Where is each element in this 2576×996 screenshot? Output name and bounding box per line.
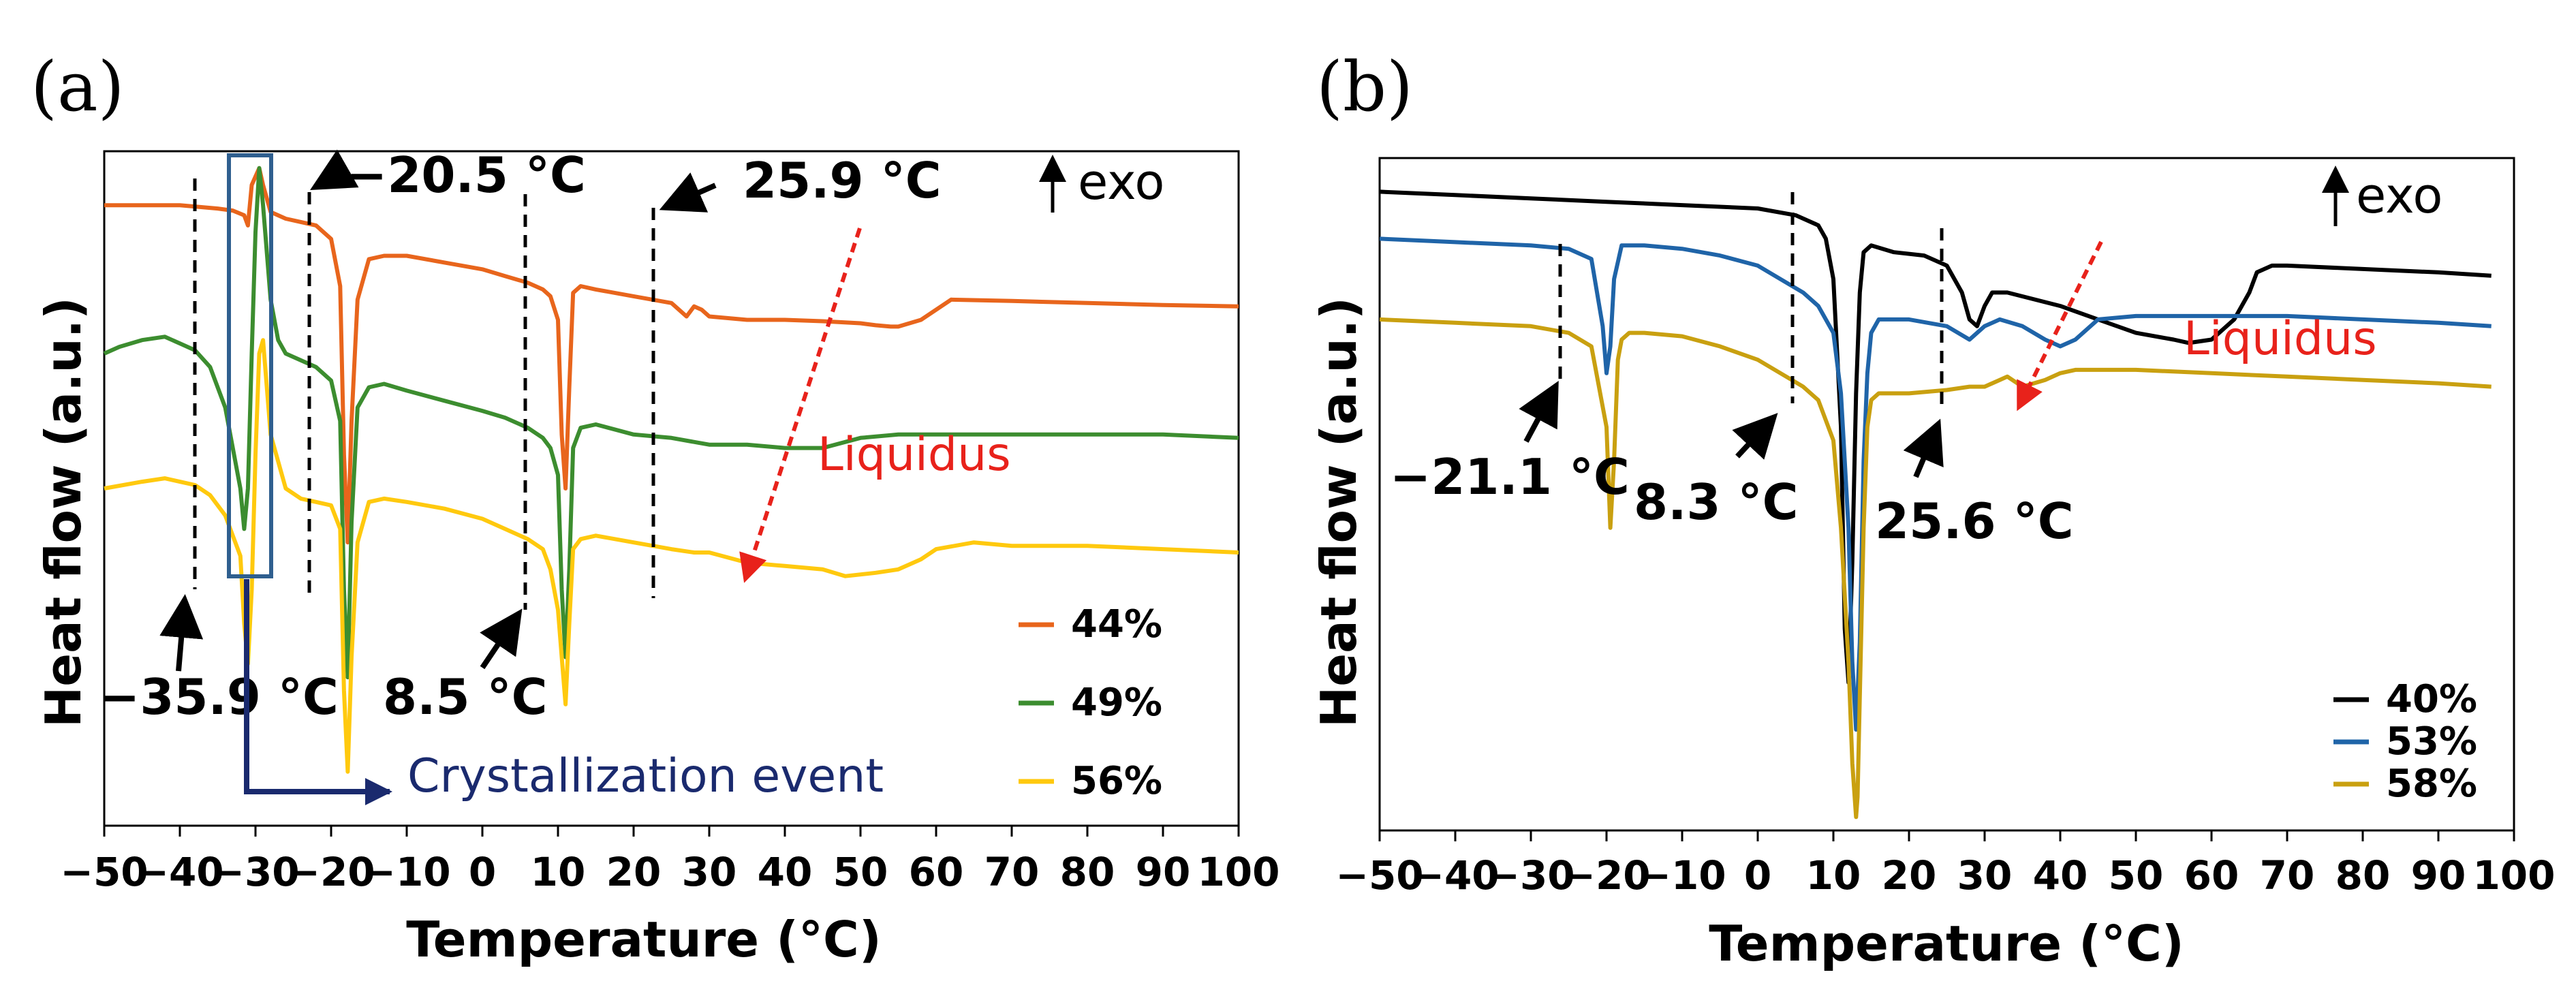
panel-b-x-axis-title: Temperature (°C) xyxy=(1709,915,2184,972)
series-line-53pct xyxy=(1379,236,2492,732)
series-line-40pct xyxy=(1379,189,2492,685)
arrow-minus-35-9 xyxy=(159,594,204,672)
x-tick-label-70: 70 xyxy=(2260,852,2315,899)
x-tick-label-60: 60 xyxy=(909,849,964,895)
legend-label-53pct: 53% xyxy=(2386,719,2477,764)
x-tick-label--10: −10 xyxy=(362,849,450,895)
panel-b: (b) −50−40−30−20−10 0 10 20 30 40 50 60 70 80 90 10… xyxy=(1310,47,2556,972)
arrow-minus-21-1 xyxy=(1519,380,1559,443)
x-tick-label--40: −40 xyxy=(1411,852,1499,899)
x-tick-label-0: 0 xyxy=(1744,852,1771,899)
x-tick-label--20: −20 xyxy=(1562,852,1650,899)
temp-label-8-5: 8.5 °C xyxy=(383,668,547,726)
panel-a-dashed-markers xyxy=(193,178,655,610)
panel-b-dashed-markers xyxy=(1558,192,1944,410)
arrow-minus-20-5 xyxy=(310,149,359,190)
legend-label-49pct: 49% xyxy=(1071,681,1162,725)
temp-label-minus-35-9: −35.9 °C xyxy=(99,668,339,726)
x-tick-label-100: 100 xyxy=(1197,849,1279,895)
x-tick-label-70: 70 xyxy=(984,849,1040,895)
legend-label-56pct: 56% xyxy=(1071,759,1162,803)
crystallization-label: Crystallization event xyxy=(407,749,884,803)
x-tick-label-90: 90 xyxy=(2411,852,2466,899)
x-tick-label-20: 20 xyxy=(606,849,662,895)
x-tick-label-40: 40 xyxy=(758,849,813,895)
panel-a-x-axis-title: Temperature (°C) xyxy=(406,911,882,968)
x-tick-label--50: −50 xyxy=(1335,852,1423,899)
panel-a-x-ticks xyxy=(103,826,1240,837)
legend-label-44pct: 44% xyxy=(1071,602,1162,647)
series-line-44pct xyxy=(104,166,1239,545)
panel-a-liquidus-arrow xyxy=(739,228,862,583)
x-tick-label-0: 0 xyxy=(469,849,496,895)
arrow-8-5 xyxy=(480,608,523,670)
x-tick-label--20: −20 xyxy=(287,849,375,895)
x-tick-label-90: 90 xyxy=(1136,849,1191,895)
series-line-49pct xyxy=(103,166,1239,680)
x-tick-label-50: 50 xyxy=(833,849,888,895)
x-tick-label--40: −40 xyxy=(136,849,223,895)
x-tick-label-50: 50 xyxy=(2109,852,2164,899)
temp-label-8-3: 8.3 °C xyxy=(1634,473,1798,531)
temp-label-25-6: 25.6 °C xyxy=(1875,493,2074,550)
panel-b-liquidus-arrow xyxy=(2017,240,2103,411)
x-tick-label-30: 30 xyxy=(682,849,737,895)
temp-label-25-9: 25.9 °C xyxy=(743,152,942,209)
x-tick-label-80: 80 xyxy=(1060,849,1115,895)
panel-b-liquidus-label: Liquidus xyxy=(2184,312,2377,366)
panel-b-x-tick-labels: −50−40−30−20−10 0 10 20 30 40 50 60 70 80 90 100 xyxy=(1335,852,2555,899)
series-line-58pct xyxy=(1379,317,2492,820)
legend-label-58pct: 58% xyxy=(2386,762,2477,806)
panel-a-y-axis-title: Heat flow (a.u.) xyxy=(35,297,92,728)
arrow-8-3 xyxy=(1732,413,1778,460)
x-tick-label-30: 30 xyxy=(1957,852,2013,899)
panel-a-x-tick-labels: −50−40−30−20−10 0 10 20 30 40 50 60 70 80 90 100 xyxy=(60,849,1279,895)
panel-b-legend: 40%53%58% xyxy=(2333,677,2477,806)
panel-a: (a) −50−40−30−20−10 0 10 20 30 40 50 60 70 80 90 10… xyxy=(31,47,1280,968)
panel-a-label: (a) xyxy=(31,47,125,127)
panel-b-series xyxy=(1379,189,2492,820)
x-tick-label-60: 60 xyxy=(2184,852,2239,899)
panel-b-label: (b) xyxy=(1316,47,1413,127)
arrow-25-6 xyxy=(1903,418,1944,478)
x-tick-label-20: 20 xyxy=(1882,852,1937,899)
x-tick-label-100: 100 xyxy=(2472,852,2555,899)
x-tick-label--30: −30 xyxy=(1487,852,1574,899)
legend-label-40pct: 40% xyxy=(2386,677,2477,721)
x-tick-label--10: −10 xyxy=(1638,852,1726,899)
temp-label-minus-21-1: −21.1 °C xyxy=(1390,448,1630,505)
x-tick-label--50: −50 xyxy=(60,849,148,895)
x-tick-label--30: −30 xyxy=(211,849,299,895)
panel-a-liquidus-label: Liquidus xyxy=(818,428,1011,482)
panel-a-legend: 44% 49% 56% xyxy=(1019,602,1162,803)
panel-b-y-axis-title: Heat flow (a.u.) xyxy=(1310,297,1367,728)
temp-label-minus-20-5: −20.5 °C xyxy=(346,146,586,204)
panel-b-plot-frame xyxy=(1378,157,2515,832)
panel-b-x-ticks xyxy=(1378,830,2515,841)
x-tick-label-80: 80 xyxy=(2336,852,2391,899)
crystallization-arrow xyxy=(244,579,392,805)
x-tick-label-40: 40 xyxy=(2033,852,2088,899)
panel-a-exo-label: exo xyxy=(1078,153,1164,211)
panel-b-exo-label: exo xyxy=(2356,167,2442,224)
arrow-25-9 xyxy=(659,172,717,213)
x-tick-label-10: 10 xyxy=(1806,852,1861,899)
x-tick-label-10: 10 xyxy=(531,849,586,895)
crystallization-box xyxy=(227,153,273,578)
